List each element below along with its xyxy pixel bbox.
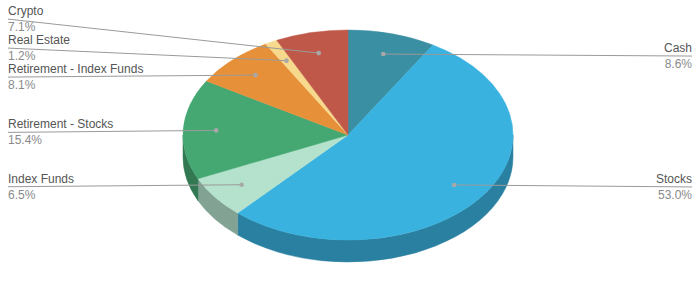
slice (277, 30, 348, 135)
slice-value: 1.2% (8, 49, 36, 63)
data-labels: Crypto 7.1%Real Estate 1.2%Retirement - In… (8, 4, 692, 202)
leader-dot (316, 51, 321, 56)
pie-chart: Crypto 7.1%Real Estate 1.2%Retirement - In… (0, 0, 700, 291)
slice-value: 6.5% (8, 188, 36, 202)
chart-container: Crypto 7.1%Real Estate 1.2%Retirement - In… (0, 0, 700, 291)
leader-dot (452, 183, 457, 188)
slice-value: 7.1% (8, 20, 36, 34)
leader-line (383, 54, 692, 56)
slice-label: Stocks (656, 172, 692, 186)
leader-dot (381, 52, 386, 57)
leader-line (8, 19, 319, 53)
slice-value: 15.4% (8, 133, 42, 147)
slice-label: Crypto (8, 4, 44, 18)
leader-dot (214, 128, 219, 133)
leader-dot (253, 73, 258, 78)
slice-value: 8.1% (8, 78, 36, 92)
slice-label: Index Funds (8, 172, 74, 186)
slice-label: Retirement - Stocks (8, 117, 113, 131)
slice-value: 8.6% (665, 57, 693, 71)
slice-label: Real Estate (8, 33, 70, 47)
leader-dot (284, 58, 289, 63)
slice-label: Retirement - Index Funds (8, 62, 143, 76)
pie-slices (183, 30, 513, 240)
leader-line (8, 48, 287, 61)
leader-dot (239, 182, 244, 187)
slice-label: Cash (664, 41, 692, 55)
slice-value: 53.0% (658, 188, 692, 202)
